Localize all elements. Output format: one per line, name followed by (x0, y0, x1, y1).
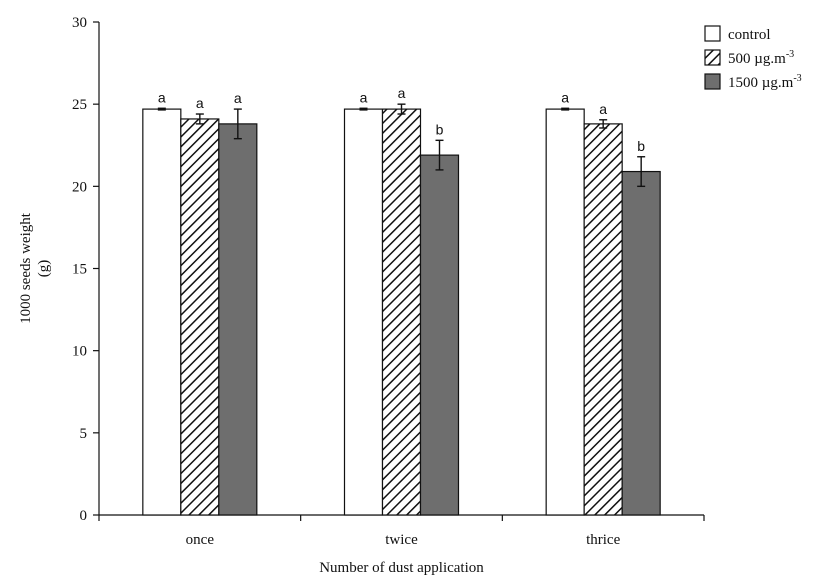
y-tick-label: 10 (72, 344, 87, 360)
y-tick-label: 0 (80, 508, 88, 524)
x-tick-label: once (186, 532, 215, 548)
legend-swatch-white (704, 25, 721, 42)
bar-hatched-once (180, 118, 220, 516)
significance-label: a (398, 85, 406, 101)
legend-label: 500 µg.m-3 (728, 49, 794, 67)
significance-label: a (234, 90, 242, 106)
bars-layer (142, 103, 661, 516)
bar-hatched-thrice (583, 123, 623, 516)
x-tick-label: thrice (586, 532, 620, 548)
significance-label: a (158, 89, 166, 105)
y-tick-label: 25 (72, 97, 87, 113)
bar-gray-thrice (621, 170, 661, 516)
y-axis-title: 1000 seeds weight (18, 212, 34, 324)
y-tick-label: 15 (72, 262, 87, 278)
labels-layer: a a a a a b a a b (158, 85, 645, 154)
bar-white-twice (343, 108, 384, 516)
legend: control 500 µg.m-3 1500 µg.m-3 (704, 25, 802, 91)
y-tick-label: 5 (80, 426, 88, 442)
axes-layer: 0 5 10 15 20 25 30 once twice thrice Number of dus… (18, 15, 705, 576)
legend-swatch-hatched (704, 49, 721, 66)
legend-label: 1500 µg.m-3 (728, 73, 802, 91)
bar-hatched-twice (381, 108, 422, 516)
significance-label: a (599, 101, 607, 117)
significance-label: a (561, 89, 569, 105)
significance-label: b (436, 121, 444, 137)
bar-gray-once (218, 123, 258, 516)
legend-swatch-gray (704, 73, 721, 90)
legend-label: control (728, 27, 771, 43)
y-axis-unit: (g) (36, 260, 52, 278)
y-tick-label: 30 (72, 15, 87, 31)
significance-label: a (360, 89, 368, 105)
bar-white-thrice (545, 108, 585, 516)
significance-label: a (196, 95, 204, 111)
significance-label: b (637, 138, 645, 154)
x-tick-label: twice (385, 532, 418, 548)
bar-white-once (142, 108, 182, 516)
x-axis-title: Number of dust application (319, 560, 484, 576)
y-tick-label: 20 (72, 179, 87, 195)
bar-gray-twice (419, 154, 460, 516)
